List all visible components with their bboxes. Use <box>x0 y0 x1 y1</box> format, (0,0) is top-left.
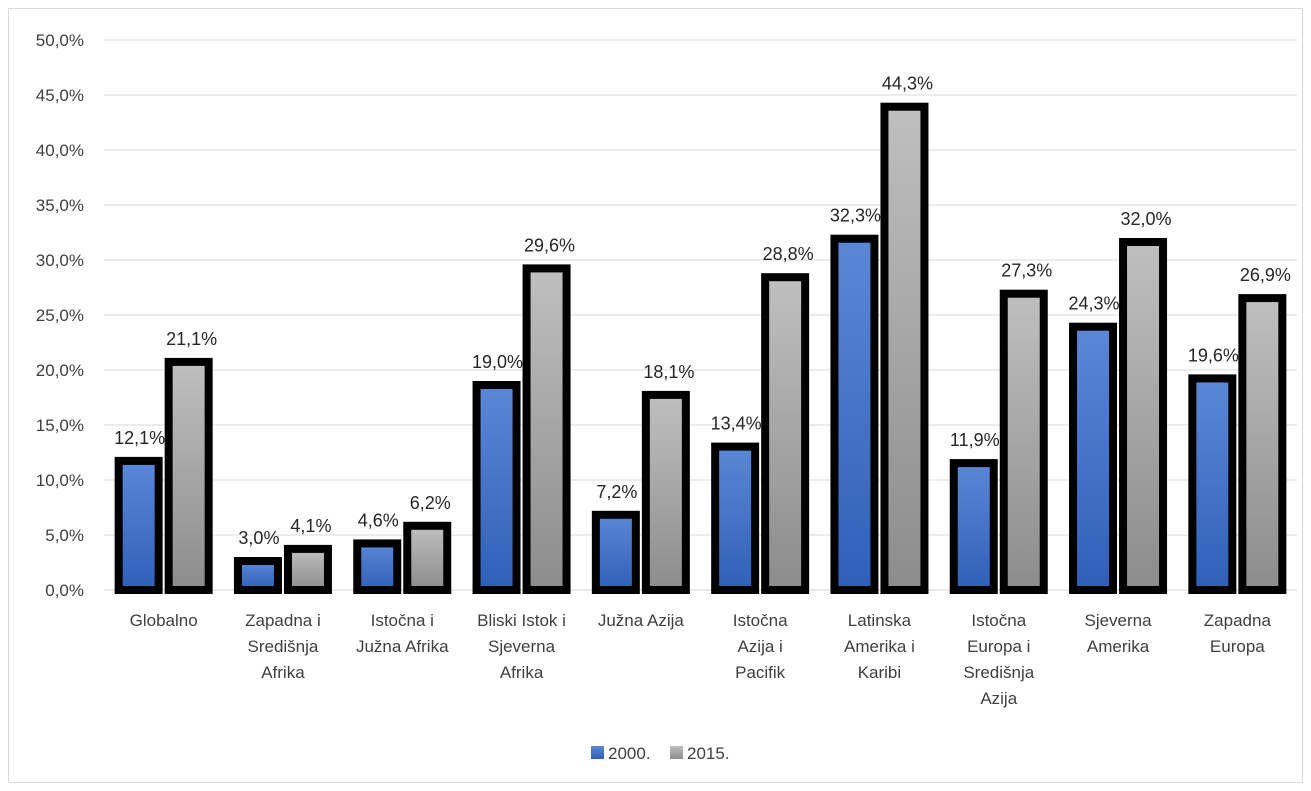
x-category-label: Latinska Amerika i Karibi <box>844 611 915 682</box>
data-label: 24,3% <box>1069 294 1120 314</box>
chart-area: 0,0% 5,0% 10,0% 15,0% 20,0% 25,0% 30,0% 35,0% 40… <box>8 8 1303 783</box>
x-category-label: Istočna Azija i Pacifik <box>733 611 788 682</box>
bar-2015 <box>283 544 332 595</box>
y-tick-label: 20,0% <box>36 361 84 380</box>
x-category-label: Sjeverna Amerika <box>1084 611 1152 656</box>
legend: 2000. 2015. <box>591 744 730 763</box>
bar-2000 <box>233 557 282 594</box>
y-tick-label: 10,0% <box>36 471 84 490</box>
data-label: 4,1% <box>290 516 331 536</box>
bar-2000 <box>711 442 760 594</box>
bar-2000 <box>591 510 640 594</box>
data-label: 4,6% <box>358 510 399 530</box>
bar-chart: 0,0% 5,0% 10,0% 15,0% 20,0% 25,0% 30,0% 35,0% 40… <box>36 31 1297 763</box>
y-tick-label: 35,0% <box>36 196 84 215</box>
bar-2000 <box>830 234 879 594</box>
y-tick-label: 40,0% <box>36 141 84 160</box>
x-category-label: Istočna Europa i Središnja Azija <box>963 611 1034 708</box>
x-category-label: Zapadna Europa <box>1204 611 1272 656</box>
legend-entry: 2000. <box>608 744 651 763</box>
bar-2015 <box>999 289 1048 594</box>
y-tick-label: 30,0% <box>36 251 84 270</box>
bar-2015 <box>403 521 452 594</box>
data-label: 13,4% <box>711 414 762 434</box>
data-label: 32,0% <box>1121 209 1172 229</box>
data-label: 32,3% <box>830 206 881 226</box>
data-label: 11,9% <box>950 430 1000 450</box>
legend-entry: 2015. <box>687 744 730 763</box>
bar-2000 <box>472 381 521 594</box>
bar-2000 <box>949 459 998 595</box>
bar-2015 <box>1238 294 1287 594</box>
y-tick-label: 50,0% <box>36 31 84 50</box>
y-tick-label: 25,0% <box>36 306 84 325</box>
data-label: 21,1% <box>166 329 217 349</box>
y-axis-ticks: 0,0% 5,0% 10,0% 15,0% 20,0% 25,0% 30,0% 35,0% 40… <box>36 31 84 600</box>
bars <box>114 102 1287 595</box>
x-category-label: Južna Azija <box>598 611 685 630</box>
data-label: 7,2% <box>596 482 637 502</box>
bar-2015 <box>761 273 810 594</box>
x-category-label: Bliski Istok i Sjeverna Afrika <box>477 611 566 682</box>
data-label: 44,3% <box>882 74 933 94</box>
data-label: 3,0% <box>238 528 279 548</box>
bar-2015 <box>880 102 929 594</box>
y-tick-label: 45,0% <box>36 86 84 105</box>
x-category-label: Globalno <box>130 611 198 630</box>
x-category-label: Istočna i Južna Afrika <box>356 611 449 656</box>
legend-swatch <box>670 746 683 759</box>
data-label: 18,1% <box>643 362 694 382</box>
data-label: 26,9% <box>1240 265 1291 285</box>
y-tick-label: 15,0% <box>36 416 84 435</box>
bar-2000 <box>353 539 402 595</box>
legend-swatch <box>591 746 604 759</box>
bar-2000 <box>1188 374 1237 594</box>
y-tick-label: 0,0% <box>45 581 84 600</box>
data-label: 27,3% <box>1001 261 1052 281</box>
data-label: 19,0% <box>472 352 523 372</box>
data-label: 19,6% <box>1188 345 1239 365</box>
bar-2015 <box>1119 238 1168 594</box>
data-label: 29,6% <box>524 235 575 255</box>
x-category-label: Zapadna i Središnja Afrika <box>245 611 321 682</box>
y-tick-label: 5,0% <box>45 526 84 545</box>
bar-2015 <box>641 390 690 594</box>
data-label: 28,8% <box>763 244 814 264</box>
x-axis-categories: Globalno Zapadna i Središnja Afrika Istočna … <box>130 611 1272 708</box>
data-label: 6,2% <box>410 493 451 513</box>
bar-2000 <box>1069 322 1118 594</box>
data-label: 12,1% <box>114 428 165 448</box>
bar-2015 <box>522 264 571 594</box>
gridlines <box>104 39 1297 591</box>
bar-2000 <box>114 456 163 594</box>
data-labels: 12,1% 21,1% 3,0% 4,1% 4,6% 6,2% 19,0% 29,6% 7,2%… <box>114 74 1291 548</box>
bar-2015 <box>164 357 213 594</box>
